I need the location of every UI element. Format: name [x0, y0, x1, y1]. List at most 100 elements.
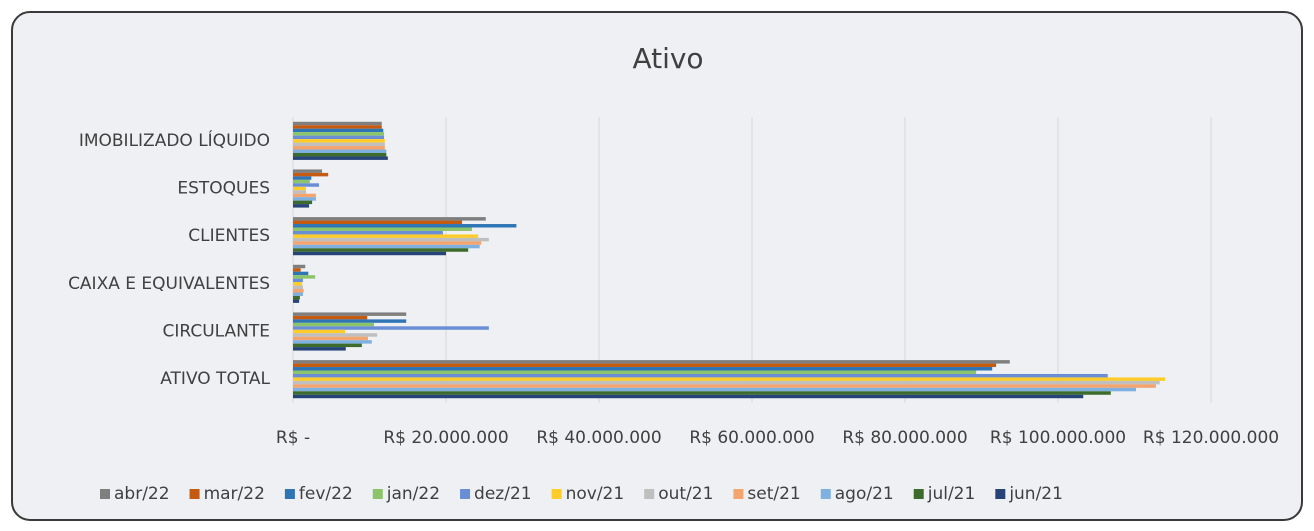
bar [293, 227, 473, 231]
bar [293, 156, 388, 160]
legend-swatch [372, 489, 383, 499]
legend-swatch [551, 489, 562, 499]
bar [293, 139, 385, 143]
legend-swatch [820, 489, 831, 499]
legend-label: jun/21 [1008, 484, 1063, 504]
bar [293, 142, 385, 147]
bar [293, 268, 301, 272]
legend-swatch [460, 489, 471, 499]
bar [293, 315, 368, 320]
legend-swatch [913, 489, 924, 499]
bar [293, 248, 469, 252]
legend-label: dez/21 [474, 484, 532, 504]
bar [293, 340, 372, 344]
bar [293, 271, 309, 276]
bar [293, 326, 489, 330]
bar [293, 193, 316, 198]
bar [293, 179, 310, 184]
bar [293, 367, 993, 371]
bar [293, 343, 362, 348]
bar [293, 200, 313, 205]
bar [293, 220, 463, 225]
x-tick-label: R$ 20.000.000 [383, 428, 508, 448]
bar [293, 322, 375, 327]
legend-swatch [644, 489, 655, 499]
bar [293, 169, 323, 173]
bar [293, 149, 387, 153]
bar [293, 234, 479, 238]
bar [293, 241, 482, 245]
bar [293, 373, 1108, 378]
bar [293, 176, 312, 180]
bar [293, 251, 446, 256]
bar [293, 380, 1160, 385]
bar [293, 146, 385, 150]
legend-swatch [100, 489, 110, 499]
bar [293, 275, 316, 279]
bar [293, 384, 1156, 388]
bar [293, 292, 303, 296]
chart-title: Ativo [632, 42, 703, 75]
bar [293, 125, 382, 129]
legend-label: nov/21 [566, 484, 625, 504]
legend-swatch [733, 489, 744, 499]
legend-label: fev/22 [299, 484, 353, 504]
bar [293, 370, 977, 374]
x-tick-label: R$ 80.000.000 [842, 428, 967, 448]
y-tick-label: IMOBILIZADO LÍQUIDO [79, 129, 270, 151]
legend-label: ago/21 [835, 484, 894, 504]
x-tick-label: R$ - [276, 428, 310, 448]
legend-label: jan/22 [386, 484, 440, 504]
bar [293, 363, 997, 368]
x-tick-label: R$ 40.000.000 [536, 428, 661, 448]
bar [293, 329, 346, 334]
y-tick-label: ESTOQUES [177, 179, 270, 199]
bar [293, 135, 385, 140]
legend-swatch [284, 489, 295, 499]
bar [293, 391, 1111, 395]
bar [293, 377, 1166, 381]
y-tick-label: CIRCULANTE [163, 322, 271, 342]
bar [293, 230, 443, 235]
bar [293, 183, 320, 187]
legend-label: mar/22 [204, 484, 265, 504]
bar [293, 312, 407, 316]
bar [293, 360, 1010, 364]
bar [293, 336, 368, 341]
bar [293, 172, 329, 177]
bar [293, 204, 310, 208]
bar [293, 217, 486, 221]
legend-label: abr/22 [114, 484, 170, 504]
bar [293, 132, 385, 136]
y-tick-label: CLIENTES [188, 226, 270, 246]
bar [293, 319, 407, 323]
bar [293, 152, 387, 157]
bar [293, 347, 346, 351]
bar [293, 244, 480, 249]
bar [293, 333, 378, 337]
legend-label: jul/21 [927, 484, 976, 504]
bar [293, 264, 306, 269]
x-tick-label: R$ 100.000.000 [990, 428, 1126, 448]
y-tick-label: ATIVO TOTAL [160, 369, 270, 389]
bar [293, 121, 382, 126]
bar [293, 285, 303, 290]
bar [293, 387, 1137, 392]
bar [293, 190, 307, 194]
legend-label: out/21 [658, 484, 713, 504]
bar [293, 289, 304, 293]
x-tick-label: R$ 60.000.000 [689, 428, 814, 448]
bar [293, 299, 300, 303]
bar [293, 197, 316, 201]
y-tick-label: CAIXA E EQUIVALENTES [68, 274, 270, 294]
bar [293, 186, 307, 191]
x-tick-label: R$ 120.000.000 [1143, 428, 1279, 448]
bar [293, 394, 1084, 399]
legend-swatch [995, 489, 1006, 499]
bar [293, 295, 300, 300]
legend-swatch [189, 489, 200, 499]
bar [293, 237, 489, 242]
legend-label: set/21 [747, 484, 800, 504]
bar [293, 128, 384, 133]
